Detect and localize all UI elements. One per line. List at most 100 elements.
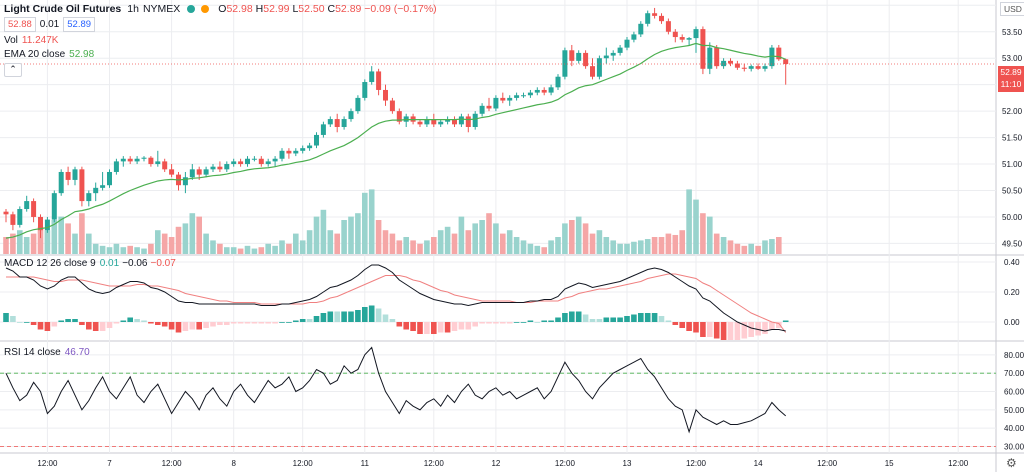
ema-legend[interactable]: EMA 20 close 52.98 (4, 49, 95, 60)
currency-label[interactable]: USD (1000, 2, 1024, 16)
volume-bar (644, 239, 651, 254)
candle-body (327, 119, 333, 125)
macd-histogram-bar (92, 322, 99, 331)
macd-histogram-bar (203, 322, 209, 328)
rsi-legend[interactable]: RSI 14 close 46.70 (4, 347, 90, 358)
candle-body (548, 87, 554, 93)
volume-legend[interactable]: Vol 11.247K (4, 35, 59, 46)
volume-bar (520, 240, 527, 254)
macd-histogram-bar (672, 322, 679, 325)
macd-histogram-bar (720, 322, 727, 340)
candle-body (652, 13, 658, 16)
macd-histogram-bar (741, 322, 748, 339)
candle-body (672, 31, 678, 38)
volume-bar (86, 233, 92, 254)
volume-bar (196, 216, 202, 254)
volume-bar (58, 216, 64, 254)
candle-body (472, 113, 478, 127)
macd-histogram-bar (265, 322, 271, 324)
macd-histogram-bar (713, 322, 720, 339)
macd-histogram-bar (769, 322, 775, 330)
candle-body (590, 66, 595, 77)
volume-bar (106, 247, 113, 254)
volume-bar (575, 216, 582, 254)
macd-histogram-bar (624, 316, 630, 322)
macd-tick-label: 0.40 (1004, 258, 1020, 267)
symbol-name[interactable]: Light Crude Oil Futures (4, 3, 122, 15)
macd-histogram-bar (638, 313, 644, 322)
volume-bar (286, 243, 292, 254)
volume-bar (541, 247, 547, 254)
rsi-line (5, 346, 787, 434)
volume-bar (299, 240, 306, 254)
macd-histogram-bar (631, 314, 637, 322)
macd-histogram-bar (161, 322, 168, 327)
candle-body (569, 50, 575, 61)
volume-bar (79, 213, 85, 254)
candle-body (314, 134, 319, 146)
macd-histogram-bar (341, 311, 347, 322)
macd-histogram-bar (99, 322, 106, 331)
candle-body (320, 124, 326, 135)
macd-histogram-bar (410, 322, 416, 331)
volume-bar (279, 240, 285, 254)
candle-body (238, 161, 244, 165)
volume-bar (776, 237, 782, 254)
candle-body (679, 37, 685, 40)
candle-body (203, 169, 209, 175)
macd-histogram-bar (127, 317, 133, 322)
macd-histogram-bar (286, 322, 292, 323)
macd-histogram-bar (520, 322, 527, 323)
macd-histogram-bar (555, 317, 561, 322)
volume-bar (486, 213, 492, 254)
volume-bar (148, 243, 154, 254)
time-tick-label: 12:00 (424, 459, 445, 468)
macd-tick-label: 0.20 (1004, 288, 1020, 297)
ohlc-values: O52.98 H52.99 L52.50 C52.89 −0.09 (−0.17… (218, 3, 437, 15)
candle-body (465, 116, 471, 127)
volume-bar (672, 234, 679, 254)
macd-histogram-bar (707, 322, 713, 337)
macd-histogram-bar (500, 322, 506, 324)
volume-bar (362, 192, 368, 254)
collapse-legend-button[interactable]: ⌃ (4, 63, 22, 77)
macd-histogram-bar (451, 322, 458, 331)
macd-histogram-bar (644, 313, 651, 322)
settings-icon[interactable]: ⚙ (1006, 456, 1017, 470)
candle-body (272, 158, 278, 162)
candle-body (452, 119, 457, 125)
time-tick-label: 11 (361, 459, 370, 468)
volume-bar (741, 245, 748, 254)
macd-histogram-bar (437, 322, 444, 333)
volume-bar (686, 189, 692, 254)
macd-histogram-bar (51, 322, 58, 327)
candle-body (376, 71, 382, 90)
volume-bar (617, 243, 623, 254)
volume-bar (113, 243, 120, 254)
candle-body (479, 105, 485, 114)
time-tick-label: 15 (885, 459, 894, 468)
volume-bar (727, 240, 734, 254)
macd-histogram-bar (479, 322, 485, 324)
candle-body (251, 158, 257, 160)
candle-body (486, 105, 492, 109)
buy-price-button[interactable]: 52.89 (63, 17, 96, 32)
volume-bar (493, 223, 499, 254)
candle-body (86, 193, 92, 202)
macd-histogram-bar (327, 311, 334, 322)
macd-histogram-bar (362, 307, 368, 322)
time-tick-label: 14 (754, 459, 763, 468)
macd-histogram-bar (120, 320, 127, 322)
volume-bar (451, 233, 458, 254)
candle-body (555, 76, 561, 88)
time-tick-label: 12:00 (686, 459, 707, 468)
macd-legend[interactable]: MACD 12 26 close 9 0.01 −0.06 −0.07 (4, 258, 176, 269)
price-tick-label: 52.00 (1002, 107, 1023, 116)
candle-body (286, 150, 292, 154)
sell-price-button[interactable]: 52.88 (4, 17, 36, 32)
time-tick-label: 12:00 (948, 459, 969, 468)
candle-body (300, 148, 306, 151)
candle-body (458, 116, 464, 125)
volume-bar (244, 245, 251, 254)
